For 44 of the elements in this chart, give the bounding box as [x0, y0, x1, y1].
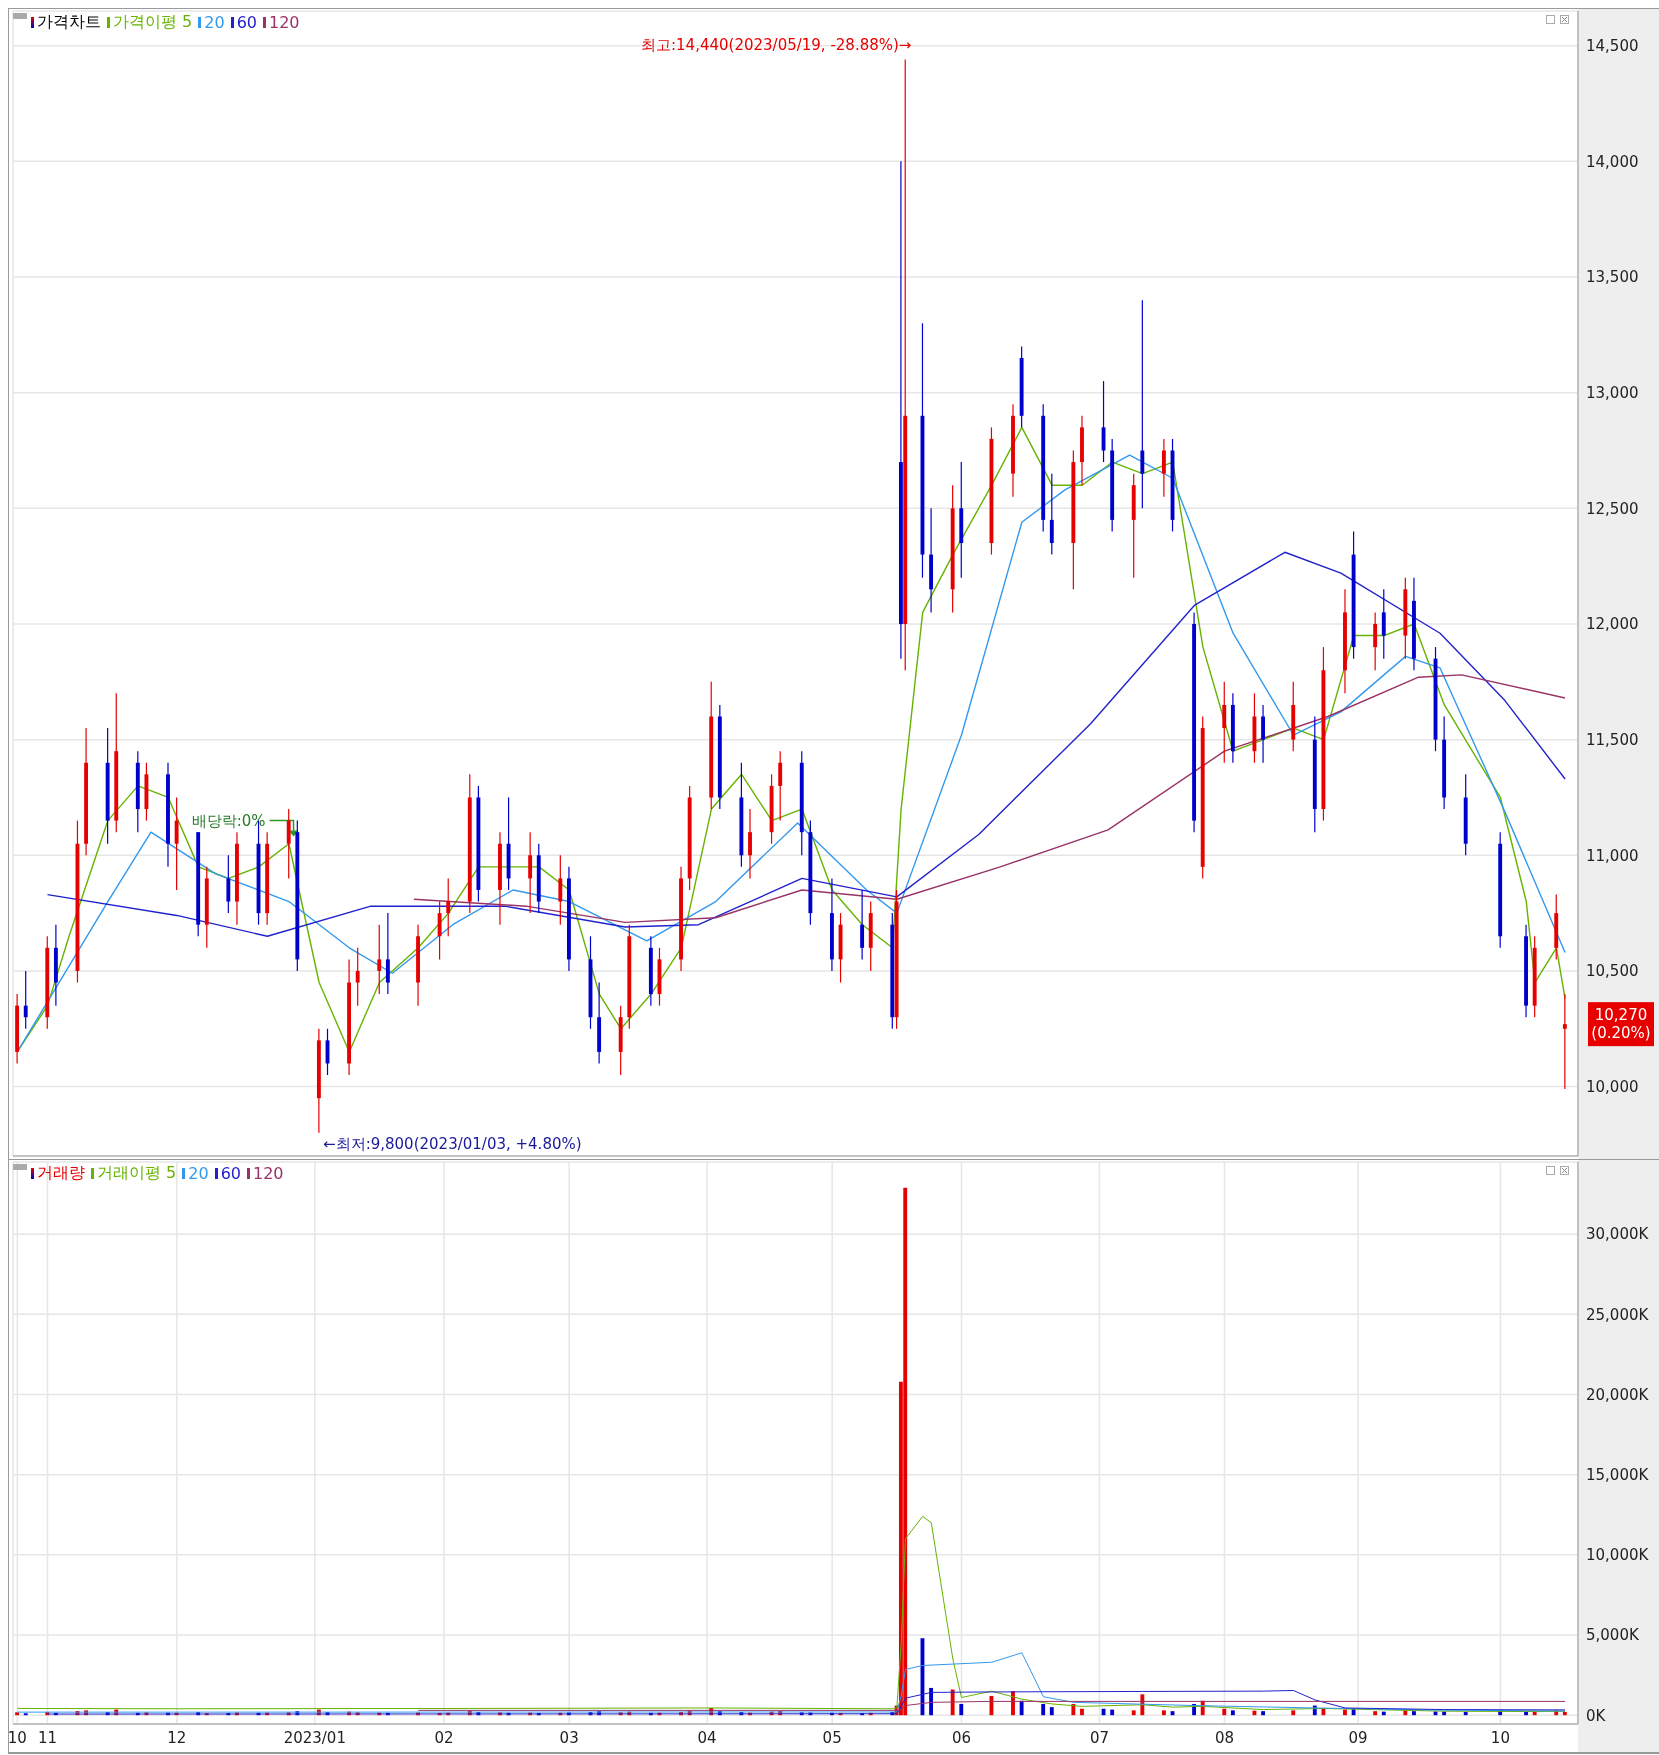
x-tick-label: 04 [697, 1728, 717, 1747]
x-tick-label: 11 [37, 1728, 58, 1747]
x-tick-label: 08 [1214, 1728, 1235, 1747]
x-tick-label: 12 [167, 1728, 187, 1747]
legend-label: 거래량 [36, 1163, 85, 1184]
y-tick-label: 20,000K [1586, 1385, 1650, 1404]
y-tick-label: 25,000K [1586, 1305, 1650, 1324]
y-tick-label: 10,000K [1586, 1546, 1650, 1565]
x-tick-label: 03 [559, 1728, 579, 1747]
y-tick-label: 5,000K [1586, 1626, 1640, 1645]
legend-label: 가격이평 5 [112, 12, 193, 33]
annotation: 최고:14,440(2023/05/19, -28.88%)→ [641, 35, 912, 54]
legend-label: 60 [219, 1164, 241, 1183]
x-tick-label: 05 [822, 1728, 842, 1747]
y-tick-label: 10,000 [1586, 1077, 1639, 1096]
annotation: 배당락:0% [191, 811, 266, 830]
y-tick-label: 10,500 [1586, 962, 1639, 981]
legend-label: 60 [235, 13, 257, 32]
y-tick-label: 0K [1586, 1706, 1607, 1725]
x-tick-label: 2023/01 [283, 1728, 346, 1747]
legend-label: 20 [187, 1164, 209, 1183]
x-tick-label: 09 [1348, 1728, 1368, 1747]
x-tick-label: 06 [951, 1728, 972, 1747]
y-tick-label: 14,500 [1586, 37, 1639, 56]
y-tick-label: 12,500 [1586, 499, 1639, 518]
annotation: ←최저:9,800(2023/01/03, +4.80%) [323, 1134, 582, 1153]
legend-label: 120 [268, 13, 300, 32]
y-tick-label: 11,000 [1586, 846, 1639, 865]
legend-label: 120 [252, 1164, 284, 1183]
y-tick-label: 13,500 [1586, 268, 1639, 287]
x-tick-label: 02 [434, 1728, 454, 1747]
y-tick-label: 13,000 [1586, 383, 1639, 402]
legend-label: 가격차트 [36, 12, 101, 33]
y-tick-label: 14,000 [1586, 152, 1639, 171]
y-tick-label: 12,000 [1586, 615, 1639, 634]
x-tick-label: 10 [1490, 1728, 1510, 1747]
x-tick-label: 07 [1089, 1728, 1109, 1747]
annotation: 10,270 (0.20%) [1591, 1006, 1651, 1043]
legend-label: 20 [203, 13, 225, 32]
y-tick-label: 30,000K [1586, 1225, 1650, 1244]
y-tick-label: 15,000K [1586, 1465, 1650, 1484]
y-tick-label: 11,500 [1586, 730, 1639, 749]
legend-label: 거래이평 5 [96, 1163, 177, 1184]
x-tick-label: 10 [7, 1728, 27, 1747]
